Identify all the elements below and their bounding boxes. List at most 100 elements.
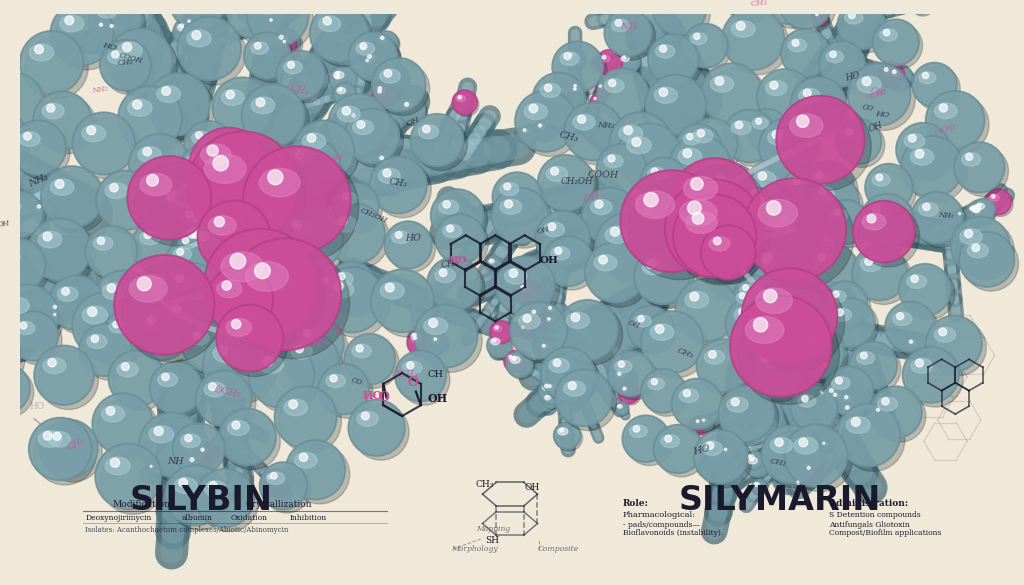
Circle shape bbox=[1, 253, 14, 267]
Ellipse shape bbox=[745, 316, 784, 343]
Ellipse shape bbox=[329, 281, 353, 298]
Circle shape bbox=[753, 480, 768, 495]
Ellipse shape bbox=[546, 318, 553, 322]
Ellipse shape bbox=[212, 277, 233, 291]
Circle shape bbox=[287, 337, 343, 393]
Circle shape bbox=[824, 364, 826, 367]
Circle shape bbox=[673, 194, 757, 277]
Circle shape bbox=[599, 256, 607, 264]
Text: OH: OH bbox=[327, 324, 346, 338]
Circle shape bbox=[381, 36, 384, 39]
Circle shape bbox=[818, 187, 826, 195]
Ellipse shape bbox=[0, 318, 3, 324]
Circle shape bbox=[545, 315, 562, 333]
Circle shape bbox=[569, 84, 588, 102]
Circle shape bbox=[243, 233, 252, 242]
Ellipse shape bbox=[402, 361, 422, 374]
Circle shape bbox=[41, 166, 103, 228]
Circle shape bbox=[674, 140, 735, 202]
Circle shape bbox=[33, 200, 55, 222]
Circle shape bbox=[750, 191, 799, 239]
Ellipse shape bbox=[798, 395, 816, 407]
Circle shape bbox=[733, 287, 775, 329]
Circle shape bbox=[309, 4, 369, 63]
Circle shape bbox=[283, 333, 339, 388]
Circle shape bbox=[570, 85, 590, 104]
Circle shape bbox=[893, 70, 896, 74]
Circle shape bbox=[330, 266, 381, 316]
Text: NH₂: NH₂ bbox=[597, 121, 615, 130]
Circle shape bbox=[510, 302, 567, 359]
Ellipse shape bbox=[744, 215, 763, 228]
Circle shape bbox=[281, 54, 329, 103]
Circle shape bbox=[722, 0, 770, 19]
Circle shape bbox=[680, 127, 724, 171]
Ellipse shape bbox=[787, 0, 807, 1]
Ellipse shape bbox=[904, 134, 925, 148]
Ellipse shape bbox=[627, 137, 651, 154]
Circle shape bbox=[230, 253, 246, 269]
Circle shape bbox=[410, 333, 434, 357]
Ellipse shape bbox=[221, 252, 264, 281]
Circle shape bbox=[795, 389, 841, 435]
Circle shape bbox=[683, 390, 690, 397]
Ellipse shape bbox=[845, 11, 863, 24]
Circle shape bbox=[83, 328, 136, 380]
Circle shape bbox=[0, 319, 15, 342]
Ellipse shape bbox=[48, 432, 71, 447]
Text: HO: HO bbox=[692, 444, 712, 457]
Circle shape bbox=[751, 190, 757, 196]
Circle shape bbox=[791, 386, 838, 432]
Circle shape bbox=[371, 269, 434, 332]
Ellipse shape bbox=[846, 417, 870, 433]
Circle shape bbox=[615, 402, 629, 415]
Ellipse shape bbox=[510, 356, 520, 363]
Circle shape bbox=[177, 220, 242, 284]
Circle shape bbox=[822, 281, 867, 326]
Text: CH₃: CH₃ bbox=[290, 84, 310, 97]
Ellipse shape bbox=[186, 212, 212, 229]
Circle shape bbox=[821, 362, 837, 377]
Circle shape bbox=[736, 215, 743, 222]
Text: OH: OH bbox=[0, 219, 10, 229]
Circle shape bbox=[833, 291, 839, 297]
Circle shape bbox=[828, 388, 851, 411]
Ellipse shape bbox=[754, 171, 776, 187]
Circle shape bbox=[156, 182, 221, 246]
Circle shape bbox=[665, 180, 764, 277]
Circle shape bbox=[174, 200, 224, 250]
Circle shape bbox=[803, 89, 811, 97]
Circle shape bbox=[559, 373, 616, 431]
Ellipse shape bbox=[337, 88, 346, 94]
Circle shape bbox=[696, 420, 699, 422]
Circle shape bbox=[109, 350, 165, 407]
Circle shape bbox=[404, 102, 409, 106]
Ellipse shape bbox=[593, 97, 598, 101]
Circle shape bbox=[869, 386, 922, 438]
Circle shape bbox=[93, 0, 145, 50]
Circle shape bbox=[784, 424, 848, 487]
Circle shape bbox=[487, 257, 503, 272]
Circle shape bbox=[226, 90, 234, 99]
Circle shape bbox=[50, 2, 114, 65]
Ellipse shape bbox=[706, 233, 723, 245]
Circle shape bbox=[969, 202, 995, 228]
Text: CH₂OH: CH₂OH bbox=[560, 177, 593, 187]
Circle shape bbox=[458, 95, 462, 99]
Circle shape bbox=[246, 242, 302, 298]
Circle shape bbox=[842, 402, 866, 426]
Circle shape bbox=[623, 387, 626, 390]
Circle shape bbox=[669, 135, 731, 197]
Ellipse shape bbox=[87, 335, 108, 349]
Circle shape bbox=[750, 163, 808, 222]
Circle shape bbox=[43, 431, 52, 440]
Circle shape bbox=[274, 178, 330, 232]
Ellipse shape bbox=[776, 215, 797, 229]
Ellipse shape bbox=[524, 104, 548, 120]
Circle shape bbox=[573, 85, 577, 87]
Circle shape bbox=[278, 206, 343, 271]
Circle shape bbox=[200, 473, 258, 532]
Circle shape bbox=[604, 9, 652, 57]
Circle shape bbox=[253, 347, 319, 413]
Circle shape bbox=[239, 209, 248, 219]
